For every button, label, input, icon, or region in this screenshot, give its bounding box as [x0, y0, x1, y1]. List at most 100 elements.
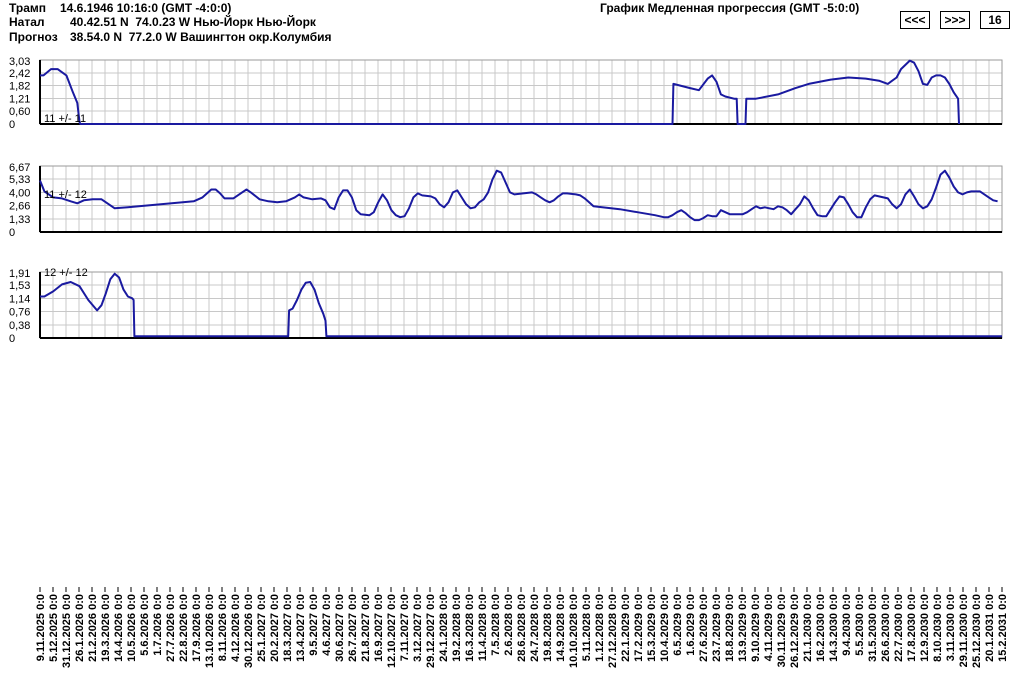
x-tick-label: 7.11.2027 0:0 — [399, 594, 411, 661]
natal-value: 40.42.51 N 74.0.23 W Нью-Йорк Нью-Йорк — [70, 15, 316, 29]
next-button[interactable]: >>> — [940, 11, 970, 29]
x-tick-label: 5.5.2030 0:0 — [854, 594, 866, 656]
y-tick-label: 1,91 — [9, 268, 30, 280]
y-tick-label: 1,82 — [9, 81, 30, 93]
series-line — [40, 272, 1002, 338]
x-tick-label: 7.5.2028 0:0 — [490, 594, 502, 656]
x-tick-label: 1.7.2026 0:0 — [152, 594, 164, 656]
y-tick-label: 6,67 — [9, 162, 30, 174]
x-tick-label: 11.4.2028 0:0 — [477, 594, 489, 661]
x-tick-label: 29.11.2030 0:0 — [958, 594, 970, 667]
x-tick-label: 9.11.2025 0:0 — [35, 594, 47, 661]
forecast-value: 38.54.0 N 77.2.0 W Вашингтон окр.Колумби… — [70, 30, 332, 44]
x-tick-label: 30.12.2026 0:0 — [243, 594, 255, 668]
x-tick-label: 12.9.2030 0:0 — [919, 594, 931, 662]
x-tick-label: 20.2.2027 0:0 — [269, 594, 281, 662]
y-tick-label: 1,14 — [9, 293, 30, 305]
y-tick-label: 0,38 — [9, 320, 30, 332]
x-tick-label: 24.1.2028 0:0 — [438, 594, 450, 662]
y-tick-label: 0 — [9, 333, 15, 345]
x-tick-label: 22.8.2026 0:0 — [178, 594, 190, 662]
x-tick-label: 30.11.2029 0:0 — [776, 594, 788, 667]
x-tick-label: 27.6.2029 0:0 — [698, 594, 710, 662]
x-tick-label: 9.5.2027 0:0 — [308, 594, 320, 656]
x-tick-label: 10.10.2028 0:0 — [568, 594, 580, 668]
x-tick-label: 2.6.2028 0:0 — [503, 594, 515, 656]
prev-button[interactable]: <<< — [900, 11, 930, 29]
x-tick-label: 14.9.2028 0:0 — [555, 594, 567, 662]
x-tick-label: 10.5.2026 0:0 — [126, 594, 138, 662]
x-tick-label: 31.5.2030 0:0 — [867, 594, 879, 662]
x-tick-label: 15.2.2031 0:0 — [997, 594, 1009, 662]
x-tick-label: 26.1.2026 0:0 — [74, 594, 86, 662]
x-tick-label: 21.8.2027 0:0 — [360, 594, 372, 662]
natal-label: Натал — [9, 15, 45, 29]
x-tick-label: 13.4.2027 0:0 — [295, 594, 307, 662]
x-tick-label: 12.10.2027 0:0 — [386, 594, 398, 668]
y-tick-label: 2,42 — [9, 68, 30, 80]
x-tick-label: 16.3.2028 0:0 — [464, 594, 476, 662]
x-tick-label: 30.6.2027 0:0 — [334, 594, 346, 662]
series-line — [39, 169, 998, 222]
x-tick-label: 22.7.2030 0:0 — [893, 594, 905, 662]
x-tick-label: 26.7.2027 0:0 — [347, 594, 359, 662]
x-tick-label: 25.1.2027 0:0 — [256, 594, 268, 662]
x-tick-label: 19.2.2028 0:0 — [451, 594, 463, 662]
y-tick-label: 2,66 — [9, 201, 30, 213]
x-tick-label: 20.1.2031 0:0 — [984, 594, 996, 662]
band-annotation: 12 +/- 12 — [44, 267, 88, 279]
band-annotation: 11 +/- 12 — [44, 189, 87, 201]
x-tick-label: 26.6.2030 0:0 — [880, 594, 892, 662]
x-tick-label: 9.4.2030 0:0 — [841, 594, 853, 656]
forecast-label: Прогноз — [9, 30, 58, 44]
x-tick-label: 4.6.2027 0:0 — [321, 594, 333, 656]
x-tick-label: 5.12.2025 0:0 — [48, 594, 60, 662]
x-tick-label: 21.2.2026 0:0 — [87, 594, 99, 662]
x-tick-label: 26.12.2029 0:0 — [789, 594, 801, 668]
x-tick-label: 3.12.2027 0:0 — [412, 594, 424, 662]
x-tick-label: 17.9.2026 0:0 — [191, 594, 203, 662]
y-tick-label: 3,03 — [9, 56, 30, 68]
x-tick-label: 18.3.2027 0:0 — [282, 594, 294, 662]
x-tick-label: 17.8.2030 0:0 — [906, 594, 918, 662]
x-tick-label: 4.12.2026 0:0 — [230, 594, 242, 662]
x-tick-label: 8.10.2030 0:0 — [932, 594, 944, 662]
x-tick-label: 6.5.2029 0:0 — [672, 594, 684, 656]
x-tick-label: 8.11.2026 0:0 — [217, 594, 229, 661]
x-tick-label: 19.8.2028 0:0 — [542, 594, 554, 662]
transit-label: Трамп — [9, 1, 47, 15]
x-tick-label: 15.3.2029 0:0 — [646, 594, 658, 662]
x-tick-label: 27.7.2026 0:0 — [165, 594, 177, 662]
chart-title: График Медленная прогрессия (GMT -5:0:0) — [600, 1, 860, 15]
x-tick-label: 17.2.2029 0:0 — [633, 594, 645, 662]
y-tick-label: 1,33 — [9, 214, 30, 226]
transit-value: 14.6.1946 10:16:0 (GMT -4:0:0) — [60, 1, 232, 15]
y-tick-label: 0 — [9, 119, 15, 131]
y-tick-label: 0 — [9, 227, 15, 239]
x-tick-label: 16.2.2030 0:0 — [815, 594, 827, 662]
x-tick-label: 18.8.2029 0:0 — [724, 594, 736, 662]
y-tick-label: 0,76 — [9, 307, 30, 319]
x-tick-label: 25.12.2030 0:0 — [971, 594, 983, 668]
x-tick-label: 16.9.2027 0:0 — [373, 594, 385, 662]
y-tick-label: 1,21 — [9, 93, 30, 105]
x-tick-label: 24.7.2028 0:0 — [529, 594, 541, 662]
x-tick-label: 31.12.2025 0:0 — [61, 594, 73, 668]
count-field[interactable]: 16 — [980, 11, 1010, 29]
y-tick-label: 5,33 — [9, 174, 30, 186]
x-tick-label: 9.10.2029 0:0 — [750, 594, 762, 662]
y-tick-label: 1,53 — [9, 280, 30, 292]
x-tick-label: 28.6.2028 0:0 — [516, 594, 528, 662]
x-tick-label: 14.4.2026 0:0 — [113, 594, 125, 662]
x-tick-label: 22.1.2029 0:0 — [620, 594, 632, 662]
x-tick-label: 4.11.2029 0:0 — [763, 594, 775, 661]
x-tick-label: 19.3.2026 0:0 — [100, 594, 112, 662]
x-tick-label: 21.1.2030 0:0 — [802, 594, 814, 662]
x-tick-label: 1.6.2029 0:0 — [685, 594, 697, 656]
x-tick-label: 23.7.2029 0:0 — [711, 594, 723, 662]
x-tick-label: 13.9.2029 0:0 — [737, 594, 749, 662]
y-tick-label: 4,00 — [9, 187, 30, 199]
x-tick-label: 5.6.2026 0:0 — [139, 594, 151, 656]
y-tick-label: 0,60 — [9, 106, 30, 118]
